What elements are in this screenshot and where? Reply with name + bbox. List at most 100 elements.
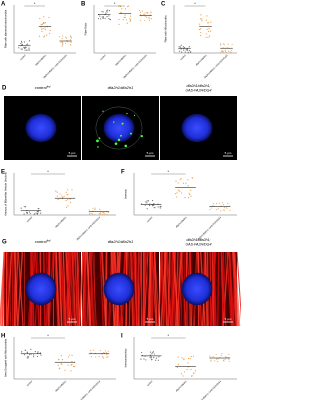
data-point [42, 28, 44, 30]
data-point [231, 43, 233, 46]
data-point [124, 8, 127, 10]
image-label: UAS-FA2H/DG4 [186, 88, 212, 92]
data-point [37, 211, 39, 213]
data-point [210, 360, 212, 362]
data-point [23, 41, 26, 43]
data-point [212, 355, 214, 358]
fiber [160, 251, 165, 327]
data-point [106, 353, 108, 356]
data-point [228, 358, 230, 360]
data-point [191, 374, 193, 377]
panel-letter: H [1, 334, 5, 340]
data-point [216, 202, 218, 205]
data-point [71, 354, 73, 357]
x-tick-label: dfa2h1/dfa2h1 [35, 54, 47, 66]
data-point [148, 204, 151, 207]
data-point [61, 42, 64, 44]
image-label: controlfed [35, 84, 51, 90]
fiber [59, 251, 65, 327]
data-point [20, 207, 22, 209]
data-point [222, 359, 225, 361]
image-label: controlfed [35, 238, 51, 244]
data-point [185, 182, 187, 184]
data-point [212, 203, 214, 205]
fiber [174, 251, 179, 327]
data-point [104, 17, 106, 20]
data-point [129, 18, 131, 20]
data-point [26, 43, 28, 46]
data-point [28, 40, 31, 42]
fiber [17, 251, 24, 327]
data-point [65, 37, 68, 39]
cell-outline [95, 106, 143, 150]
data-point [108, 15, 110, 17]
data-point [40, 354, 42, 356]
sig-mark: * [47, 333, 49, 338]
image-label-main: control [35, 85, 47, 90]
fiber [135, 251, 137, 327]
data-point [206, 33, 208, 35]
data-point [27, 49, 29, 51]
data-point [55, 190, 57, 192]
data-point [95, 356, 97, 358]
data-point [43, 16, 45, 18]
data-point [187, 179, 189, 181]
data-point [48, 16, 50, 19]
fiber [234, 251, 241, 327]
data-point [146, 208, 148, 210]
data-point [145, 16, 148, 18]
data-point [189, 194, 191, 196]
data-point [39, 352, 41, 354]
fiber [164, 251, 168, 327]
nucleus [103, 113, 135, 143]
data-point [220, 43, 222, 45]
x-tick-label: dfa2h1/dfa2h1 [176, 216, 188, 228]
data-point [103, 212, 105, 214]
data-point [99, 208, 101, 210]
data-point [187, 196, 190, 199]
x-tick-label: control [180, 54, 187, 61]
data-point [181, 51, 183, 53]
data-point [24, 349, 27, 351]
data-point [67, 41, 69, 43]
panel-letter: G [2, 240, 7, 246]
data-point [227, 203, 229, 205]
fiber [73, 251, 80, 327]
data-point [146, 202, 148, 204]
data-point [43, 36, 45, 38]
data-point [177, 189, 180, 192]
data-point [90, 212, 92, 214]
vesicle [102, 110, 104, 113]
data-point [29, 212, 31, 215]
data-point [177, 356, 179, 358]
data-point [94, 209, 96, 211]
data-point [189, 51, 192, 54]
data-point [102, 11, 104, 13]
image-label-sup: fed [47, 238, 51, 242]
data-point [180, 177, 182, 180]
data-point [70, 35, 72, 37]
data-point [70, 44, 72, 46]
data-point [94, 207, 96, 209]
data-point [223, 43, 225, 46]
data-point [200, 18, 202, 20]
data-point [67, 205, 69, 207]
sig-mark: * [114, 1, 116, 6]
data-point [67, 189, 69, 191]
fiber [89, 251, 94, 327]
data-point [127, 5, 129, 7]
data-point [220, 51, 222, 54]
data-point [29, 354, 31, 356]
data-point [64, 36, 67, 38]
data-point [20, 48, 22, 50]
vesicle [117, 138, 121, 142]
panel-letter: A [1, 2, 6, 8]
data-point [26, 212, 28, 215]
x-tick-label: dfa2h1/dfa2h1; UAS-FA2H/DG4 [76, 380, 102, 400]
image-label: dfa2h1/dfa2h1; [187, 238, 211, 242]
data-point [28, 49, 30, 51]
data-point [231, 49, 233, 52]
data-point [21, 41, 23, 43]
x-tick-label: control [99, 54, 106, 61]
data-point [193, 372, 195, 375]
